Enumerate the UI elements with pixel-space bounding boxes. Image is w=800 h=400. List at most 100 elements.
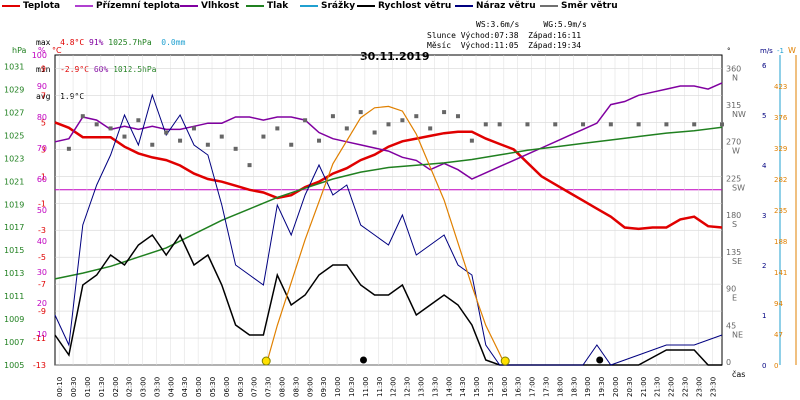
wind-dir-point <box>720 122 724 127</box>
wind-dir-point <box>136 118 141 123</box>
tick-label-c: -1 <box>38 199 46 208</box>
tick-label-pct: 90 <box>37 82 47 91</box>
tick-label-hpa: 1017 <box>4 223 24 232</box>
tick-label-pct: 20 <box>37 299 47 308</box>
wind-dir-point <box>233 146 238 151</box>
tick-label-w: 0 <box>774 362 778 370</box>
series-3-line <box>54 233 722 366</box>
wind-dir-point <box>150 142 155 147</box>
wind-dir-point <box>344 126 349 131</box>
chart-title: 30.11.2019 <box>360 50 430 63</box>
tick-label-c: -11 <box>33 334 46 343</box>
tick-label-pct: 70 <box>37 144 47 153</box>
tick-label-c: 1 <box>41 172 46 181</box>
time-tick-label: 14:00 <box>445 377 453 397</box>
stats-row-max: max 4.8°C 91% 1025.7hPa 0.0mm <box>36 38 186 47</box>
legend: Teplota Přízemní teplota Vlhkost Tlak Sr… <box>0 0 800 14</box>
tick-label-deg: 315 <box>726 101 741 110</box>
wind-dir-point <box>386 122 391 127</box>
tick-label-hpa: 1007 <box>4 338 24 347</box>
series-2-line <box>54 126 723 280</box>
tick-label-c: 9 <box>41 64 46 73</box>
tick-label-ms: 1 <box>762 312 766 320</box>
wind-dir-point <box>289 142 294 147</box>
time-tick-label: 21:00 <box>640 377 648 397</box>
tick-label-c: 5 <box>41 118 46 127</box>
time-tick-label: 20:00 <box>612 377 620 397</box>
tick-label-c: -9 <box>38 307 46 316</box>
wind-dir-point <box>205 142 210 147</box>
time-tick-label: 09:00 <box>306 377 314 397</box>
legend-item-rychlost-vetru: Rychlost větru <box>357 1 451 11</box>
tick-label-hpa: 1031 <box>4 62 24 71</box>
tick-label-hpa: 1019 <box>4 200 24 209</box>
tick-label-c: 3 <box>41 145 46 154</box>
legend-item-prizemni-teplota: Přízemní teplota <box>75 1 180 11</box>
time-tick-label: 07:00 <box>251 377 259 397</box>
tick-label-c: -5 <box>38 253 46 262</box>
wind-dir-point <box>664 122 669 127</box>
time-tick-label: 01:00 <box>84 377 92 397</box>
tick-label-pct: 100 <box>32 51 47 60</box>
tick-label-w: 235 <box>774 207 787 215</box>
legend-item-tlak: Tlak <box>246 1 288 11</box>
time-tick-label: 17:30 <box>543 377 551 397</box>
wind-dir-point <box>358 110 363 115</box>
time-tick-label: 05:30 <box>209 377 217 397</box>
wind-dir-point <box>497 122 502 127</box>
time-tick-label: 22:00 <box>668 377 676 397</box>
tick-label-c: 7 <box>41 91 46 100</box>
time-tick-label: 23:00 <box>695 377 703 397</box>
tick-label-ms: 4 <box>762 162 767 170</box>
wind-dir-point <box>80 114 85 119</box>
wind-dir-point <box>442 110 447 115</box>
time-tick-label: 17:00 <box>529 377 537 397</box>
wind-dir-point <box>400 118 405 123</box>
pct-axis-title: % <box>38 46 46 55</box>
tick-label-dir: SE <box>732 257 742 266</box>
tick-label-deg: 270 <box>726 138 741 147</box>
legend-item-smer-vetru: Směr větru <box>540 1 618 11</box>
time-tick-label: 05:00 <box>195 377 203 397</box>
tick-label-w: 94 <box>774 300 783 308</box>
tick-label-hpa: 1005 <box>4 361 24 370</box>
wind-dir-point <box>191 126 196 131</box>
time-tick-label: 06:00 <box>223 377 231 397</box>
wind-dir-point <box>219 134 224 139</box>
time-tick-label: 16:00 <box>501 377 509 397</box>
time-tick-label: 16:30 <box>515 377 523 397</box>
tick-label-dir: NE <box>732 330 743 339</box>
tick-label-ms: 2 <box>762 262 766 270</box>
tick-label-w: 329 <box>774 145 787 153</box>
wind-dir-point <box>372 130 377 135</box>
tick-label-hpa: 1015 <box>4 246 24 255</box>
tick-label-hpa: 1013 <box>4 269 24 278</box>
wind-dir-point <box>581 122 586 127</box>
wind-dir-point <box>108 126 113 131</box>
series-1-line <box>54 82 723 180</box>
tick-label-c: -3 <box>38 226 46 235</box>
time-tick-label: 19:30 <box>598 377 606 397</box>
time-tick-label: 10:00 <box>334 377 342 397</box>
tick-label-dir: E <box>732 294 737 303</box>
tick-label-deg: 225 <box>726 174 741 183</box>
time-tick-label: 00:10 <box>56 377 64 397</box>
stats-sun: Slunce Východ:07:38 Západ:16:11 <box>427 31 582 40</box>
legend-item-srazky: Srážky <box>300 1 355 11</box>
time-tick-label: 20:30 <box>626 377 634 397</box>
deg-axis-title: ° <box>727 47 731 55</box>
tick-label-dir: N <box>732 73 738 82</box>
tick-label-pct: 10 <box>37 330 47 339</box>
tick-label-pct: 60 <box>37 175 47 184</box>
tick-label-w: 141 <box>774 269 787 277</box>
tick-label-deg: 90 <box>726 285 736 294</box>
tick-label-dir: NW <box>732 110 746 119</box>
series-0-line <box>54 121 723 231</box>
tick-label-w: 188 <box>774 238 787 246</box>
moonset-marker <box>596 356 604 364</box>
wind-dir-point <box>261 134 266 139</box>
tick-label-hpa: 1025 <box>4 131 24 140</box>
ms-axis-title: m/s <box>760 47 773 55</box>
wind-dir-point <box>330 114 335 119</box>
tick-label-c: -13 <box>33 361 46 370</box>
